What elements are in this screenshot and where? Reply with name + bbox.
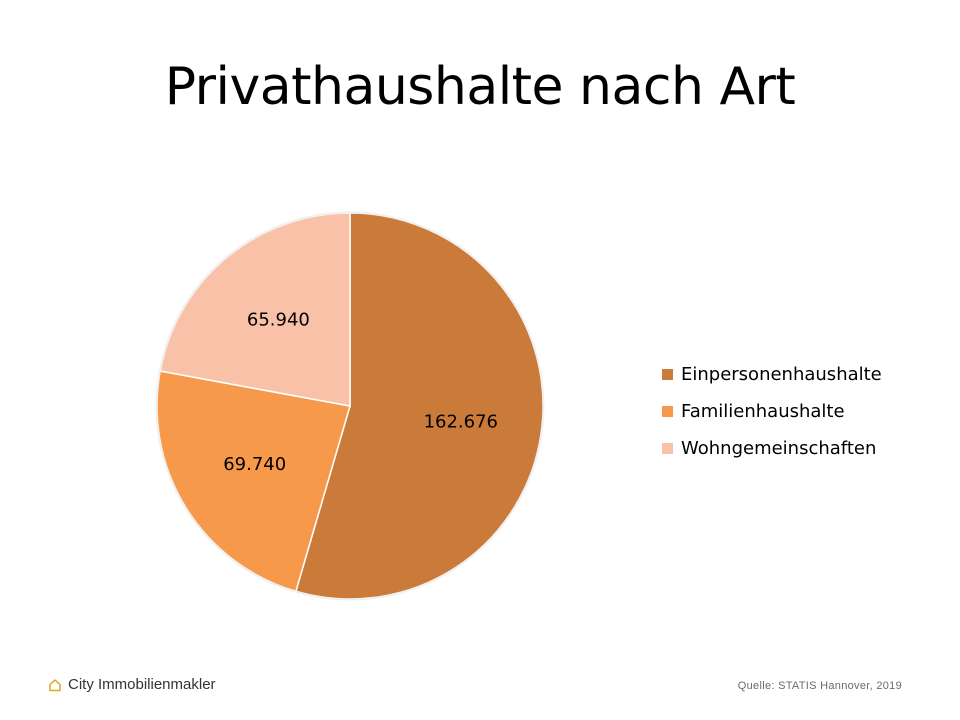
- chart-legend: Einpersonenhaushalte Familienhaushalte Woh…: [662, 356, 882, 467]
- brand: City Immobilienmakler: [48, 676, 216, 693]
- legend-swatch: [662, 406, 673, 417]
- legend-label: Familienhaushalte: [681, 401, 845, 422]
- pie-slice-wohngemeinschaften: [159, 212, 351, 407]
- legend-label: Wohngemeinschaften: [681, 438, 877, 459]
- legend-item-familienhaushalte: Familienhaushalte: [662, 393, 882, 430]
- legend-swatch: [662, 443, 673, 454]
- pie-slice-einpersonenhaushalte: [294, 212, 544, 600]
- source-note: Quelle: STATIS Hannover, 2019: [737, 680, 902, 692]
- data-label-einpersonenhaushalte: 162.676: [424, 411, 498, 432]
- chart-title: Privathaushalte nach Art: [164, 57, 796, 117]
- brand-name: City Immobilienmakler: [68, 676, 216, 693]
- pie-slice-familienhaushalte: [156, 370, 351, 593]
- legend-swatch: [662, 369, 673, 380]
- legend-item-wohngemeinschaften: Wohngemeinschaften: [662, 430, 882, 467]
- data-label-familienhaushalte: 69.740: [223, 454, 286, 475]
- data-label-wohngemeinschaften: 65.940: [247, 310, 310, 331]
- legend-label: Einpersonenhaushalte: [681, 364, 882, 385]
- house-outline-icon: [49, 678, 61, 691]
- legend-item-einpersonenhaushalte: Einpersonenhaushalte: [662, 356, 882, 393]
- pie-outline: [155, 211, 545, 601]
